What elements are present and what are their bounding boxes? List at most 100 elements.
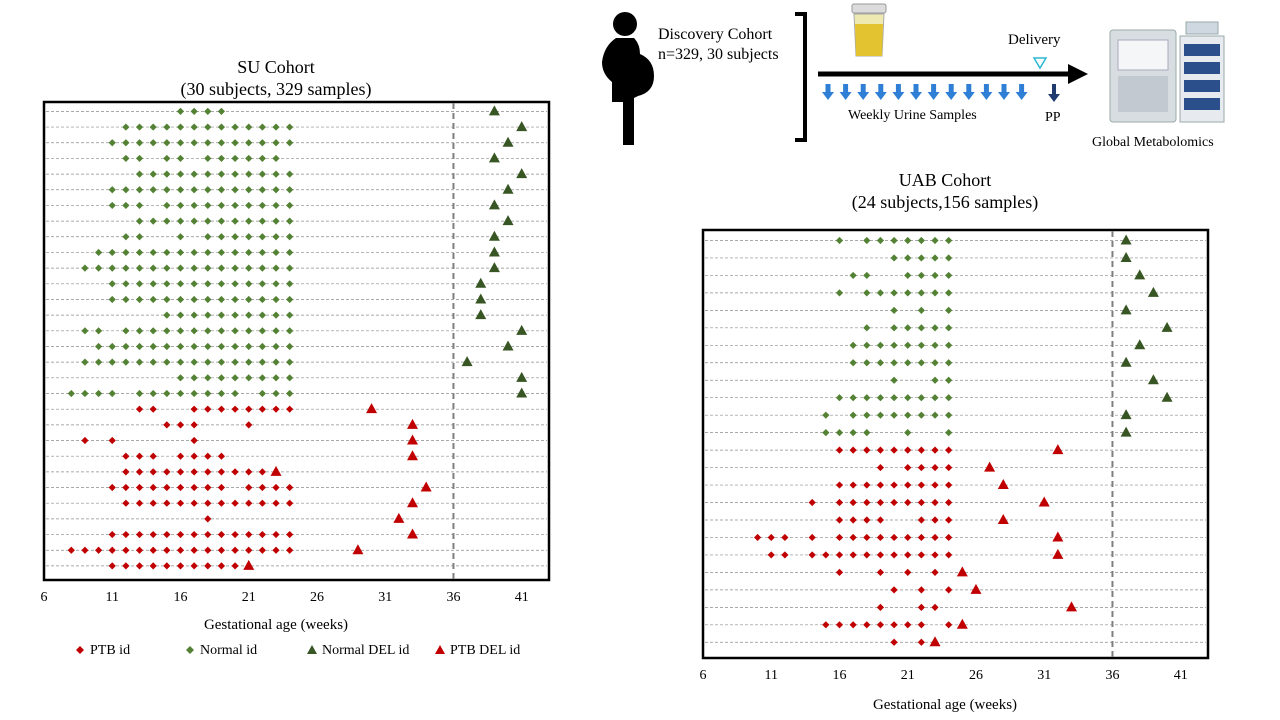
normal-sample-point (163, 389, 171, 398)
normal-sample-point (890, 394, 898, 402)
x-tick-label: 11 (106, 590, 119, 605)
ptb-sample-point (876, 551, 885, 559)
normal-sample-point (190, 389, 198, 398)
normal-sample-point (190, 327, 198, 335)
ptb-sample-point (217, 405, 226, 413)
ptb-sample-point (122, 452, 130, 460)
normal-sample-point (890, 289, 898, 297)
normal-sample-point (135, 139, 144, 147)
normal-sample-point (190, 170, 198, 178)
normal-sample-point (286, 389, 294, 398)
normal-sample-point (231, 233, 239, 241)
normal-delivery-point (1161, 391, 1173, 402)
ptb-sample-point (917, 621, 925, 629)
normal-delivery-point (1147, 286, 1159, 297)
normal-sample-point (849, 341, 857, 349)
normal-sample-point (204, 264, 212, 272)
normal-sample-point (863, 324, 871, 332)
normal-sample-point (176, 107, 185, 116)
normal-sample-point (135, 358, 144, 366)
ptb-sample-point (135, 405, 144, 413)
ptb-sample-point (258, 405, 266, 413)
normal-sample-point (904, 394, 912, 402)
ptb-sample-point (931, 603, 939, 611)
normal-sample-point (931, 376, 939, 384)
ptb-sample-point (876, 516, 885, 524)
normal-sample-point (190, 280, 198, 288)
normal-sample-point (163, 201, 171, 210)
normal-delivery-point (1120, 304, 1132, 315)
ptb-sample-point (931, 498, 939, 507)
ptb-sample-point (94, 546, 103, 554)
normal-sample-point (217, 342, 226, 351)
normal-sample-point (258, 358, 266, 366)
normal-delivery-point (488, 246, 500, 257)
sample-arrow (892, 84, 905, 100)
ptb-sample-point (849, 481, 857, 489)
normal-sample-point (890, 324, 898, 332)
ptb-sample-point (272, 499, 280, 507)
normal-sample-point (108, 280, 116, 288)
normal-sample-point (217, 170, 226, 178)
normal-sample-point (122, 154, 130, 163)
ptb-sample-point (917, 533, 925, 542)
ptb-sample-point (217, 562, 226, 570)
normal-sample-point (822, 429, 830, 437)
normal-delivery-point (1120, 426, 1132, 437)
normal-sample-point (245, 264, 253, 272)
legend-marker-ptb-id (76, 646, 84, 655)
ptb-sample-point (876, 568, 885, 576)
ptb-sample-point (81, 546, 89, 554)
normal-sample-point (245, 233, 253, 241)
ptb-sample-point (258, 546, 266, 554)
ptb-sample-point (945, 463, 953, 472)
normal-sample-point (904, 271, 912, 280)
normal-sample-point (122, 139, 130, 147)
normal-sample-point (217, 389, 226, 398)
ptb-sample-point (917, 603, 925, 611)
su-chart-subtitle: (30 subjects, 329 samples) (180, 79, 372, 99)
normal-sample-point (245, 311, 253, 319)
ptb-sample-point (917, 551, 925, 559)
ptb-sample-point (835, 533, 844, 542)
normal-sample-point (245, 248, 253, 257)
normal-sample-point (931, 359, 939, 367)
normal-sample-point (258, 217, 266, 225)
ptb-sample-point (163, 530, 171, 539)
normal-sample-point (176, 327, 185, 335)
ptb-sample-point (822, 551, 830, 559)
normal-sample-point (217, 217, 226, 225)
normal-sample-point (204, 358, 212, 366)
normal-delivery-point (475, 309, 487, 320)
normal-sample-point (245, 327, 253, 335)
ptb-sample-point (217, 499, 226, 507)
normal-sample-point (931, 411, 939, 419)
ptb-sample-point (176, 421, 185, 429)
ptb-sample-point (835, 498, 844, 507)
normal-sample-point (122, 295, 130, 304)
su-plot: 6 11 16 21 26 31 36 41 (41, 100, 551, 605)
normal-delivery-point (1120, 251, 1132, 262)
ptb-sample-point (890, 638, 898, 646)
ptb-sample-point (149, 499, 157, 507)
ptb-sample-point (863, 498, 871, 507)
normal-sample-point (204, 170, 212, 178)
normal-sample-point (163, 327, 171, 335)
sample-arrow (874, 84, 887, 100)
ptb-sample-point (272, 530, 280, 539)
sample-arrow (839, 84, 852, 100)
ptb-sample-point (917, 516, 925, 524)
normal-sample-point (272, 170, 280, 178)
normal-sample-point (176, 280, 185, 288)
normal-sample-point (217, 107, 226, 116)
normal-sample-point (863, 394, 871, 402)
normal-sample-point (245, 201, 253, 210)
ptb-sample-point (863, 533, 871, 542)
cohort-title: Discovery Cohort (658, 26, 773, 43)
ptb-sample-point (835, 481, 844, 489)
x-tick-label: 11 (765, 668, 778, 683)
normal-sample-point (149, 342, 157, 351)
normal-sample-point (135, 186, 144, 194)
normal-sample-point (286, 170, 294, 178)
ptb-sample-point (163, 562, 171, 570)
